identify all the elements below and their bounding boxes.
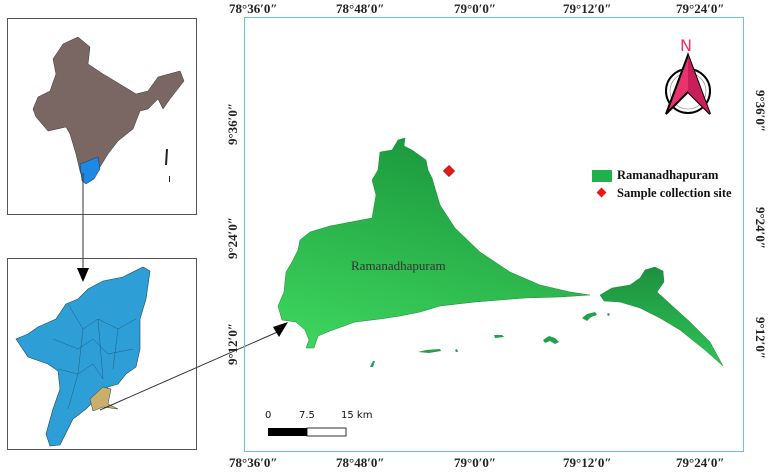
india-shape xyxy=(32,36,185,182)
lon-label-bottom: 78°48′0″ xyxy=(336,455,385,470)
lon-label-top: 79°0′0″ xyxy=(454,1,497,16)
legend-label-ramanadhapuram: Ramanadhapuram xyxy=(617,168,719,182)
scale-tick-2: 15 km xyxy=(341,410,373,421)
north-arrow-icon xyxy=(665,52,711,115)
lon-label-bottom: 79°12′0″ xyxy=(563,455,612,470)
lat-label-left: 9°36′0″ xyxy=(225,102,240,146)
lat-label-right: 9°24′0″ xyxy=(753,206,768,250)
tamil-nadu-shape xyxy=(15,266,151,447)
lat-label-right: 9°12′0″ xyxy=(753,316,768,360)
district-label: Ramanadhapuram xyxy=(351,258,446,273)
legend-ramanadhapuram-swatch xyxy=(592,170,612,182)
scale-bar xyxy=(268,427,347,437)
lon-label-top: 79°24′0″ xyxy=(676,1,725,16)
legend-label-sample-site: Sample collection site xyxy=(617,186,732,200)
small-islands xyxy=(370,312,610,367)
rameswaram-island xyxy=(599,266,724,367)
arrow-head-right xyxy=(273,322,288,337)
north-label: N xyxy=(680,36,692,55)
scale-tick-1: 7.5 xyxy=(299,410,315,421)
india-map xyxy=(32,36,185,185)
tamil-nadu-inset-map xyxy=(7,258,197,450)
ramanadhapuram-mainland xyxy=(277,137,591,349)
lon-label-top: 78°48′0″ xyxy=(336,1,385,16)
lon-label-bottom: 79°0′0″ xyxy=(454,455,497,470)
lon-label-top: 79°12′0″ xyxy=(563,1,612,16)
india-inset-map xyxy=(7,18,197,215)
india-islands xyxy=(165,149,170,182)
tamil-nadu-map xyxy=(15,266,151,447)
sample-site-marker[interactable] xyxy=(442,164,456,178)
lon-label-bottom: 78°36′0″ xyxy=(229,455,278,470)
main-map-frame xyxy=(244,17,744,452)
ramanathapuram-district xyxy=(89,386,119,412)
lon-label-top: 78°36′0″ xyxy=(229,1,278,16)
arrow-head-down xyxy=(77,268,89,282)
legend-sample-site-diamond xyxy=(596,187,607,198)
lon-label-bottom: 79°24′0″ xyxy=(676,455,725,470)
district-boundaries xyxy=(52,303,137,410)
lat-label-left: 9°24′0″ xyxy=(225,216,240,260)
scale-tick-0: 0 xyxy=(265,410,272,421)
lat-label-right: 9°36′0″ xyxy=(753,89,768,133)
tamil-nadu-shape xyxy=(79,156,101,185)
lat-label-left: 9°12′0″ xyxy=(225,322,240,366)
